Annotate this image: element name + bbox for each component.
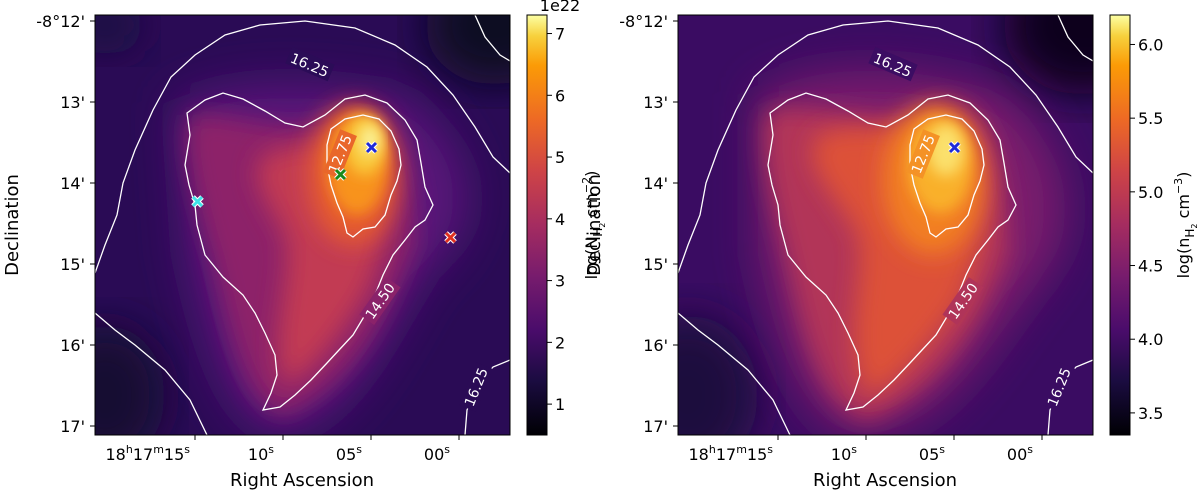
y-tick-label: 15'	[643, 255, 668, 274]
x-axis-label: Right Ascension	[813, 470, 957, 491]
colorbar-gradient	[1109, 14, 1131, 436]
colorbar-tick-label: 3	[555, 272, 565, 291]
x-tick-label: 18h17m15s	[688, 443, 773, 464]
y-tick-label: 14'	[60, 174, 85, 193]
x-axis: 18h17m15s 10s 05s 00s Right Ascension	[688, 435, 1043, 491]
y-axis: -8°12' 13' 14' 15' 16' 17' Declination	[584, 12, 678, 436]
x-tick-label: 00s	[1007, 443, 1033, 464]
colorbar-label: log(nH2 cm−3)	[1172, 172, 1199, 279]
colorbar-ticks: 1 2 3 4 5 6 7	[547, 25, 565, 414]
colorbar-tick-label: 5.0	[1138, 183, 1163, 202]
colorbar-tick-label: 4	[555, 210, 565, 229]
y-tick-label: 17'	[643, 417, 668, 436]
y-tick-label: 13'	[643, 93, 668, 112]
colorbar-offset: 1e22	[540, 0, 580, 15]
colorbar: 3.5 4.0 4.5 5.0 5.5 6.0 log(nH2 cm−3)	[1109, 14, 1199, 436]
x-tick-label: 10s	[831, 443, 857, 464]
colorbar-tick-label: 4.5	[1138, 257, 1163, 276]
colorbar-tick-label: 7	[555, 25, 565, 44]
panel-column-density: 16.25 14.50 12.75 16.25	[2, 0, 607, 491]
colorbar-tick-label: 5.5	[1138, 109, 1163, 128]
y-tick-label: 16'	[60, 336, 85, 355]
colorbar: 1e22 1 2 3 4 5 6 7 log(NH2 cm−2)	[526, 0, 607, 436]
panel-volume-density: 16.25 14.50 12.75 16.25	[584, 12, 1199, 491]
x-tick-label: 00s	[424, 443, 450, 464]
y-tick-label: -8°12'	[619, 12, 668, 31]
marker-blue	[948, 141, 961, 154]
y-axis-label: Declination	[2, 174, 23, 276]
marker-green	[334, 168, 347, 181]
y-tick-label: 13'	[60, 93, 85, 112]
x-axis-label: Right Ascension	[230, 470, 374, 491]
colorbar-label: log(NH2 cm−2)	[580, 171, 607, 280]
marker-blue	[365, 141, 378, 154]
x-tick-label: 05s	[336, 443, 362, 464]
marker-cyan	[191, 195, 204, 208]
colorbar-tick-label: 6.0	[1138, 35, 1163, 54]
marker-red	[444, 231, 457, 244]
heatmap-image: 16.25 14.50 12.75 16.25	[95, 15, 510, 435]
colorbar-tick-label: 3.5	[1138, 404, 1163, 423]
x-axis: 18h17m15s 10s 05s 00s Right Ascension	[105, 435, 460, 491]
y-tick-label: 15'	[60, 255, 85, 274]
x-tick-label: 05s	[919, 443, 945, 464]
plot-frame	[94, 14, 511, 436]
colorbar-tick-label: 2	[555, 333, 565, 352]
y-tick-label: 14'	[643, 174, 668, 193]
y-tick-label: 17'	[60, 417, 85, 436]
colorbar-tick-label: 5	[555, 148, 565, 167]
colorbar-tick-label: 4.0	[1138, 330, 1163, 349]
y-axis-label: Declination	[584, 174, 605, 276]
colorbar-gradient	[526, 14, 548, 436]
colorbar-tick-label: 6	[555, 86, 565, 105]
colorbar-ticks: 3.5 4.0 4.5 5.0 5.5 6.0	[1130, 35, 1163, 423]
y-axis: -8°12' 13' 14' 15' 16' 17' Declination	[2, 12, 95, 436]
plot-frame	[677, 14, 1094, 436]
x-tick-label: 18h17m15s	[105, 443, 190, 464]
heatmap-image: 16.25 14.50 12.75 16.25	[678, 15, 1093, 435]
y-tick-label: -8°12'	[36, 12, 85, 31]
colorbar-tick-label: 1	[555, 395, 565, 414]
x-tick-label: 10s	[248, 443, 274, 464]
y-tick-label: 16'	[643, 336, 668, 355]
